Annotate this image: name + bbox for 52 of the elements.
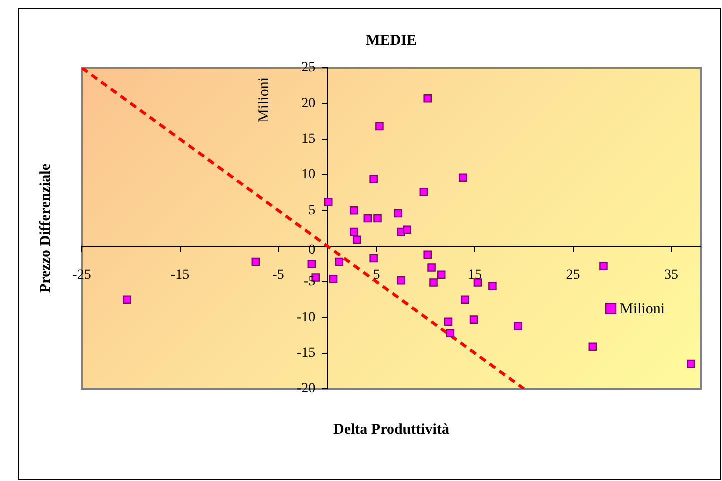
x-axis-title: Delta Produttività (334, 422, 450, 438)
point (430, 278, 438, 287)
point (370, 175, 378, 184)
x-tick-label: 35 (664, 268, 679, 284)
y-tick-label: 25 (302, 60, 316, 76)
point (364, 214, 372, 223)
point (352, 236, 362, 244)
y-tick-label: 20 (302, 96, 316, 112)
y-tick-label: -10 (296, 310, 316, 326)
point (376, 122, 384, 131)
point (329, 275, 338, 284)
y-tick-label: -20 (296, 382, 316, 397)
point (403, 226, 412, 234)
point (370, 254, 378, 263)
point (252, 258, 260, 266)
y-tick-label: 15 (302, 132, 316, 148)
point (308, 260, 316, 268)
point (437, 270, 446, 279)
point (350, 206, 358, 215)
point (446, 329, 455, 338)
y-tick-label: 5 (308, 203, 316, 218)
point (461, 296, 470, 304)
point (335, 258, 344, 266)
point (470, 316, 478, 324)
y-tick-label: 10 (302, 168, 316, 183)
point (397, 276, 406, 285)
point (459, 174, 468, 182)
point (687, 360, 696, 368)
x-tick-label: 25 (566, 268, 580, 284)
point (588, 342, 598, 352)
x-tick-label: -15 (170, 268, 190, 284)
point (394, 209, 403, 218)
point (324, 198, 333, 206)
point (514, 322, 522, 330)
point (444, 318, 453, 326)
y-axis-title: Prezzo Differenziale (38, 164, 54, 293)
chart-title: MEDIE (366, 32, 417, 49)
point (600, 262, 608, 270)
point (420, 188, 428, 196)
annotation: Milioni (256, 77, 273, 123)
point (428, 264, 436, 272)
x-tick-label: -5 (272, 268, 284, 284)
point (488, 282, 497, 290)
legend-label: Milioni (620, 302, 666, 318)
x-tick-label: -25 (72, 268, 92, 284)
x-tick-label: 5 (373, 268, 380, 284)
point (424, 250, 432, 260)
point (123, 296, 132, 304)
y-tick-label: -15 (296, 346, 316, 362)
point (424, 94, 432, 103)
point (374, 214, 382, 223)
point (350, 228, 358, 236)
